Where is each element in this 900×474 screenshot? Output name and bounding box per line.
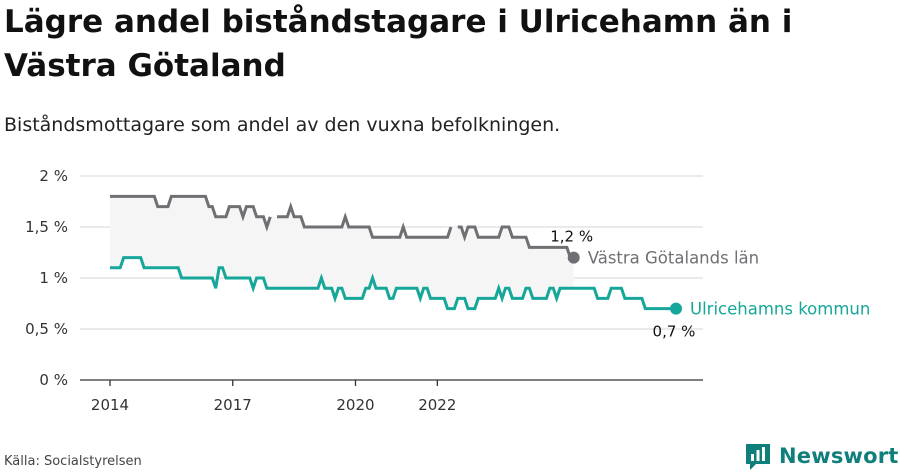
- series-end-dot: [670, 302, 682, 315]
- x-axis: 2014 2017 2020 2022: [80, 379, 703, 414]
- series-lines: [110, 194, 682, 315]
- series-line-region: [110, 194, 574, 260]
- y-tick-label: 1 %: [39, 269, 68, 287]
- newsworthy-logo-icon: [746, 444, 770, 470]
- y-tick-label: 1,5 %: [25, 218, 68, 236]
- brand-name: Newsworthy: [779, 444, 900, 468]
- line-chart: 0 % 0,5 % 1 % 1,5 % 2 % 2014 2017 2020 2022 Väs…: [25, 167, 870, 414]
- series-end-dot: [567, 251, 580, 264]
- series-name-label: Ulricehamns kommun: [690, 300, 870, 319]
- x-tick-label: 2020: [336, 396, 374, 414]
- series-end-value-label: 0,7 %: [653, 323, 696, 341]
- brand-logo[interactable]: Newsworthy: [744, 441, 900, 471]
- y-tick-label: 0 %: [39, 371, 68, 389]
- x-tick-label: 2014: [91, 396, 129, 414]
- y-tick-label: 2 %: [39, 167, 68, 185]
- source-note: Källa: Socialstyrelsen: [4, 454, 142, 469]
- y-tick-label: 0,5 %: [25, 320, 68, 338]
- x-tick-label: 2022: [418, 396, 456, 414]
- band-between-series: [110, 196, 574, 309]
- chart-labels: Västra Götalands län 1,2 % Ulricehamns kom…: [550, 228, 870, 341]
- chart-subtitle: Biståndsmottagare som andel av den vuxna…: [4, 114, 561, 136]
- series-name-label: Västra Götalands län: [588, 249, 759, 268]
- x-tick-label: 2017: [214, 396, 252, 414]
- series-end-value-label: 1,2 %: [550, 228, 593, 246]
- chart-title: Lägre andel biståndstagare i Ulricehamn …: [4, 4, 793, 84]
- range-band: [110, 196, 574, 309]
- series-line-municipality: [110, 256, 676, 311]
